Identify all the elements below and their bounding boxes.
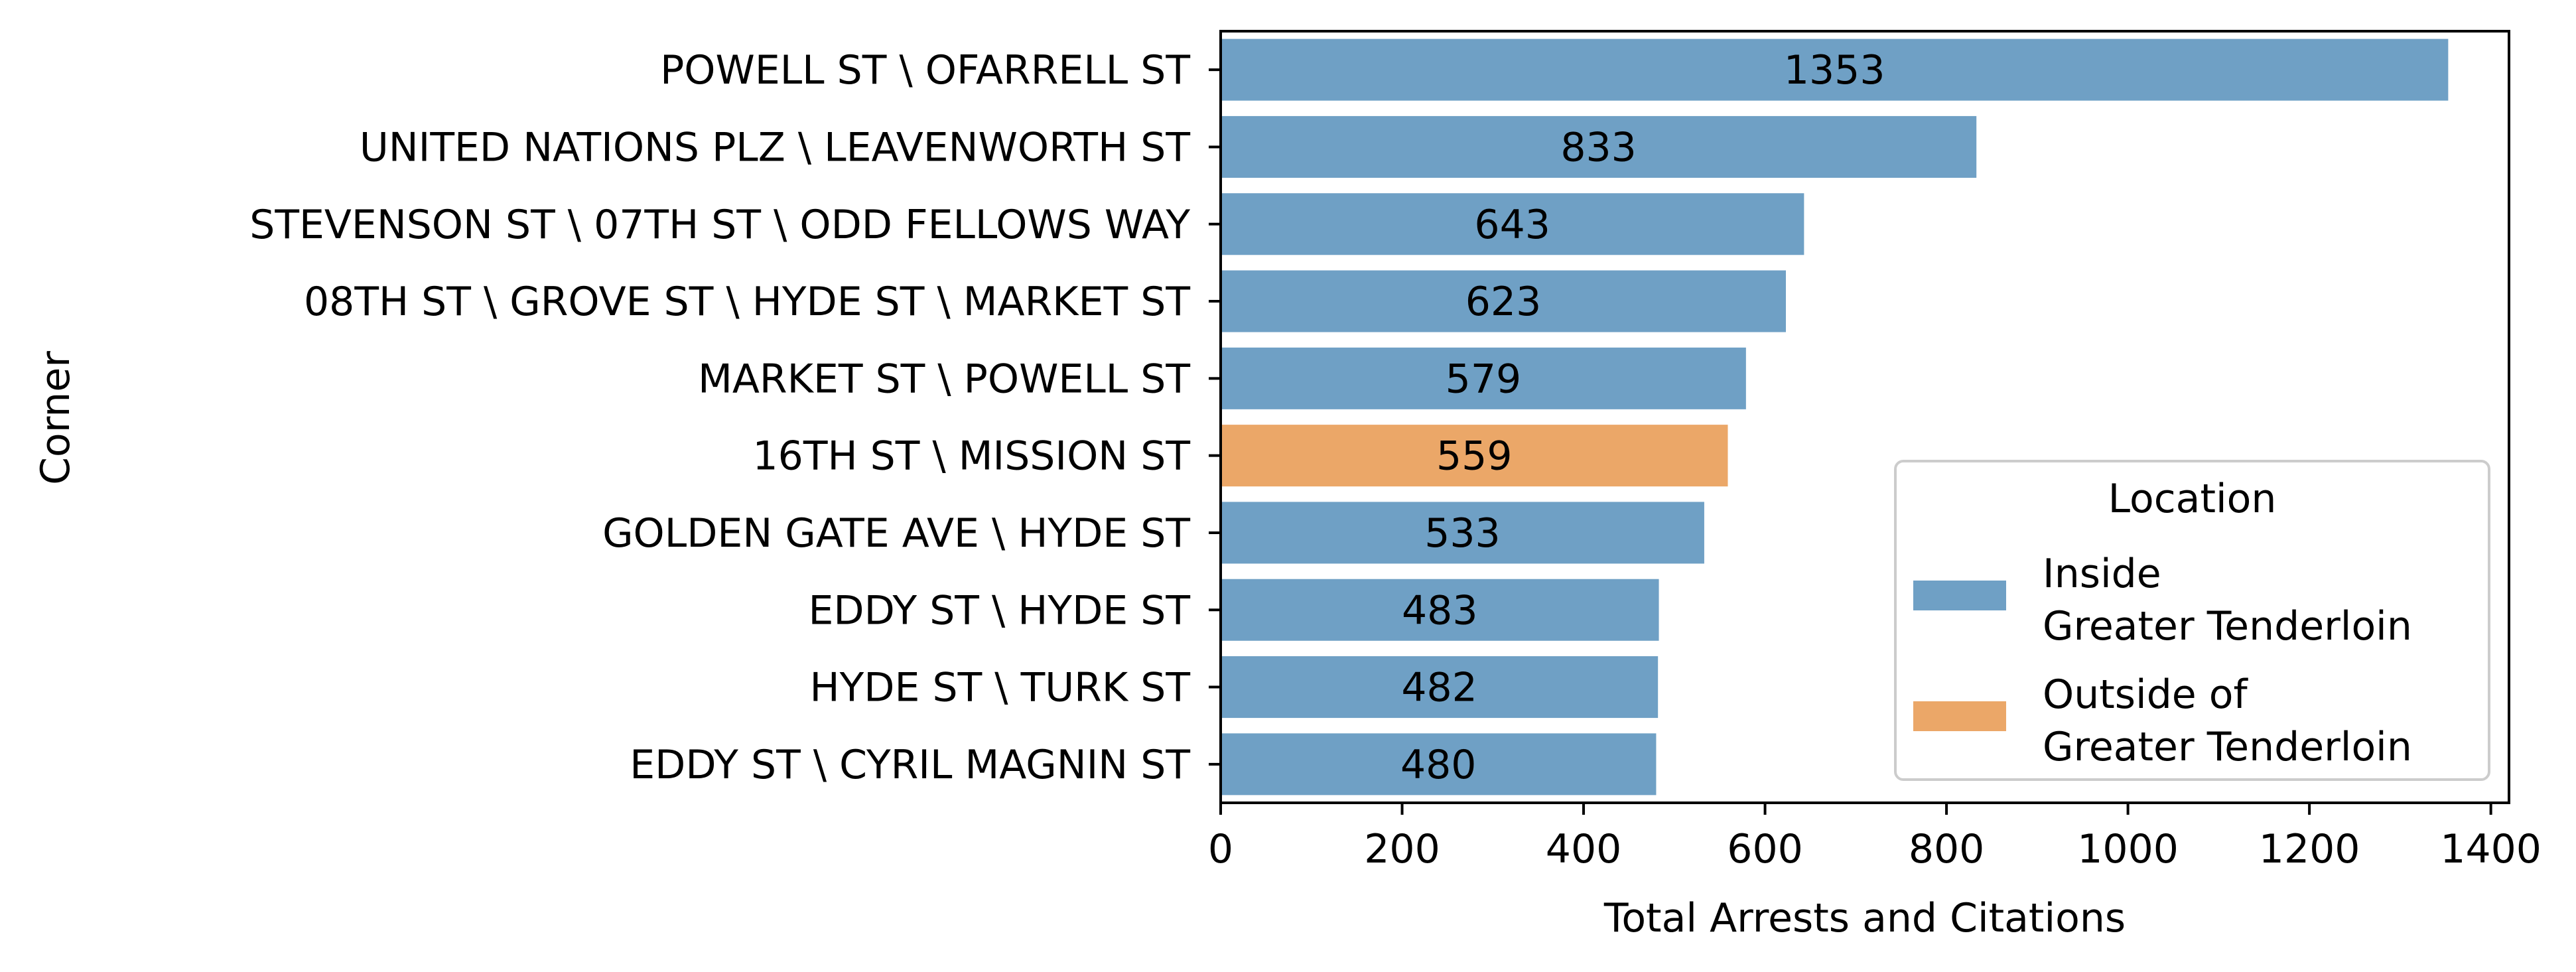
bar-3: [1221, 193, 1804, 255]
category-label-7: GOLDEN GATE AVE \ HYDE ST: [602, 510, 1190, 557]
bar-1: [1221, 38, 2449, 101]
category-label-8: EDDY ST \ HYDE ST: [808, 587, 1190, 634]
x-tick-label-400: 400: [1546, 826, 1622, 872]
category-label-1: POWELL ST \ OFARRELL ST: [660, 47, 1190, 94]
bar-8: [1221, 579, 1659, 641]
legend-title: Location: [2108, 476, 2277, 522]
x-axis-title: Total Arrests and Citations: [1603, 895, 2126, 941]
x-axis: 0 200 400 600 800 1000 1200 1400: [1208, 803, 2542, 872]
x-tick-label-600: 600: [1727, 826, 1803, 872]
x-tick-label-800: 800: [1909, 826, 1985, 872]
x-tick-label-1200: 1200: [2259, 826, 2360, 872]
category-label-3: STEVENSON ST \ 07TH ST \ ODD FELLOWS WAY: [249, 202, 1190, 248]
legend-label-outside-line-2: Greater Tenderloin: [2043, 724, 2412, 770]
legend-swatch-inside: [1913, 581, 2006, 610]
legend-label-outside-line-1: Outside of: [2043, 671, 2248, 718]
x-tick-label-1400: 1400: [2440, 826, 2542, 872]
legend-label-inside-line-1: Inside: [2043, 551, 2161, 597]
category-label-9: HYDE ST \ TURK ST: [810, 665, 1191, 711]
bar-9: [1221, 656, 1659, 719]
value-label-2: 833: [1560, 124, 1637, 171]
legend-box: [1894, 460, 2490, 781]
bar-2: [1221, 115, 1977, 178]
value-label-6: 559: [1436, 433, 1513, 480]
bars-group: [1221, 38, 2449, 796]
value-label-1: 1353: [1784, 47, 1885, 94]
value-label-5: 579: [1446, 356, 1522, 402]
value-label-4: 623: [1465, 279, 1542, 325]
category-label-10: EDDY ST \ CYRIL MAGNIN ST: [630, 742, 1190, 788]
legend-label-inside-line-2: Greater Tenderloin: [2043, 603, 2412, 650]
category-label-4: 08TH ST \ GROVE ST \ HYDE ST \ MARKET ST: [304, 279, 1190, 325]
value-label-9: 482: [1401, 665, 1477, 711]
legend: Location Inside Greater Tenderloin Outside …: [1894, 460, 2490, 781]
bar-6: [1221, 425, 1728, 487]
bar-4: [1221, 270, 1787, 332]
value-label-8: 483: [1402, 587, 1478, 634]
bar-10: [1221, 733, 1657, 796]
y-axis: POWELL ST \ OFARRELL ST UNITED NATIONS PL…: [249, 47, 1221, 788]
plot-frame: [1219, 30, 2510, 804]
x-tick-label-200: 200: [1364, 826, 1440, 872]
category-label-5: MARKET ST \ POWELL ST: [698, 356, 1190, 402]
bar-5: [1221, 347, 1746, 409]
x-tick-label-1000: 1000: [2077, 826, 2179, 872]
value-label-10: 480: [1400, 742, 1477, 788]
x-tick-label-0: 0: [1208, 826, 1233, 872]
category-label-2: UNITED NATIONS PLZ \ LEAVENWORTH ST: [360, 124, 1190, 171]
category-label-6: 16TH ST \ MISSION ST: [752, 433, 1190, 480]
bar-7: [1221, 502, 1704, 564]
legend-swatch-outside: [1913, 701, 2006, 731]
y-axis-title: Corner: [33, 351, 79, 485]
value-label-7: 533: [1424, 510, 1501, 557]
value-label-3: 643: [1474, 202, 1550, 248]
